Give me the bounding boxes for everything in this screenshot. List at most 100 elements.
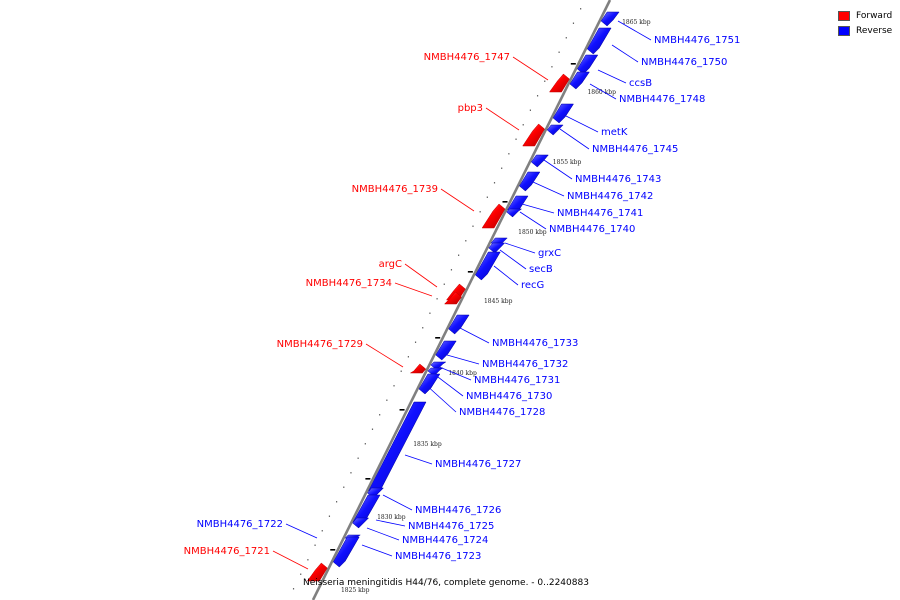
label-leader: [285, 523, 318, 539]
scale-dot: [436, 298, 438, 300]
gene-feature-forward[interactable]: [481, 203, 506, 229]
legend-forward-label: Forward: [856, 10, 893, 21]
label-leader: [485, 107, 520, 131]
scale-dot: [551, 66, 553, 68]
scale-dot: [472, 225, 474, 227]
gene-label[interactable]: NMBH4476_1732: [482, 359, 568, 370]
label-leader: [459, 327, 490, 344]
reverse-swatch: [838, 25, 850, 36]
gene-feature-reverse[interactable]: [332, 536, 360, 568]
gene-feature-reverse[interactable]: [352, 517, 370, 529]
gene-feature-reverse[interactable]: [546, 124, 564, 136]
scale-dot: [429, 312, 431, 314]
kbp-tick-label: 1850 kbp: [518, 229, 547, 236]
gene-feature-reverse[interactable]: [586, 27, 612, 55]
scale-dot: [465, 240, 467, 242]
label-leader: [272, 550, 309, 570]
scale-dot: [515, 138, 517, 140]
label-leader: [404, 263, 438, 288]
label-leader: [611, 44, 639, 63]
gene-feature-reverse[interactable]: [577, 54, 599, 75]
gene-feature-forward[interactable]: [306, 562, 328, 582]
label-leader: [559, 128, 590, 150]
gene-label[interactable]: metK: [601, 127, 628, 138]
gene-label[interactable]: pbp3: [458, 103, 483, 114]
gene-label[interactable]: secB: [529, 264, 553, 275]
scale-dot: [580, 8, 582, 10]
scale-dot: [558, 51, 560, 53]
gene-label[interactable]: ccsB: [629, 78, 652, 89]
gene-feature-reverse[interactable]: [418, 373, 441, 395]
label-leader: [366, 527, 400, 541]
scale-dot: [479, 211, 481, 213]
gene-label[interactable]: NMBH4476_1723: [395, 551, 481, 562]
kbp-mark: [467, 271, 473, 273]
gene-feature-forward[interactable]: [443, 291, 462, 305]
scale-dot: [350, 472, 352, 474]
gene-feature-reverse[interactable]: [552, 103, 574, 124]
gene-feature-forward[interactable]: [409, 363, 427, 374]
gene-label[interactable]: NMBH4476_1733: [492, 338, 578, 349]
gene-label[interactable]: NMBH4476_1728: [459, 407, 545, 418]
gene-label[interactable]: NMBH4476_1726: [415, 505, 501, 516]
gene-label[interactable]: NMBH4476_1740: [549, 224, 635, 235]
scale-dot: [486, 196, 488, 198]
gene-label[interactable]: NMBH4476_1722: [197, 519, 283, 530]
gene-feature-reverse[interactable]: [530, 154, 549, 168]
gene-labels: NMBH4476_1751 NMBH4476_1750 NMBH4476_1747c…: [184, 35, 741, 562]
scale-dot: [314, 544, 316, 546]
gene-label[interactable]: NMBH4476_1745: [592, 144, 678, 155]
gene-feature-reverse[interactable]: [569, 71, 590, 90]
label-leader: [521, 203, 555, 214]
label-leader: [512, 56, 549, 81]
gene-label[interactable]: NMBH4476_1734: [306, 278, 392, 289]
gene-feature-reverse[interactable]: [600, 11, 620, 27]
label-leader: [382, 494, 413, 511]
kbp-tick-label: 1840 kbp: [448, 370, 477, 377]
label-leader: [597, 69, 627, 84]
gene-feature-reverse[interactable]: [488, 242, 506, 254]
gene-feature-reverse[interactable]: [435, 340, 457, 361]
gene-label[interactable]: NMBH4476_1751: [654, 35, 740, 46]
gene-label[interactable]: NMBH4476_1724: [402, 535, 488, 546]
gene-label[interactable]: NMBH4476_1727: [435, 459, 521, 470]
kbp-mark: [502, 201, 508, 203]
scale-dot: [522, 124, 524, 126]
gene-label[interactable]: NMBH4476_1731: [474, 375, 560, 386]
gene-label[interactable]: NMBH4476_1742: [567, 191, 653, 202]
gene-label[interactable]: NMBH4476_1730: [466, 391, 552, 402]
gene-label[interactable]: NMBH4476_1739: [352, 184, 438, 195]
gene-feature-reverse[interactable]: [475, 251, 501, 281]
gene-label[interactable]: NMBH4476_1743: [575, 174, 661, 185]
gene-label[interactable]: NMBH4476_1748: [619, 94, 705, 105]
gene-label[interactable]: argC: [379, 259, 402, 270]
scale-dot: [364, 443, 366, 445]
forward-swatch: [838, 10, 850, 21]
scale-dots: [292, 8, 582, 590]
kbp-tick-label: 1855 kbp: [553, 159, 582, 166]
label-leader: [361, 544, 393, 557]
gene-label[interactable]: NMBH4476_1750: [641, 57, 727, 68]
gene-label[interactable]: NMBH4476_1721: [184, 546, 270, 557]
gene-feature-reverse[interactable]: [448, 314, 470, 335]
scale-dot: [343, 486, 345, 488]
kbp-tick-label: 1860 kbp: [587, 89, 616, 96]
gene-label[interactable]: NMBH4476_1729: [277, 339, 363, 350]
scale-dot: [393, 385, 395, 387]
gene-label[interactable]: grxC: [538, 248, 561, 259]
gene-feature-reverse[interactable]: [368, 401, 427, 497]
label-leader: [543, 159, 573, 180]
gene-feature-forward[interactable]: [549, 73, 570, 93]
gene-label[interactable]: recG: [521, 280, 544, 291]
gene-label[interactable]: NMBH4476_1725: [408, 521, 494, 532]
gene-feature-forward[interactable]: [522, 123, 545, 147]
scale-dot: [572, 22, 575, 24]
scale-dot: [544, 80, 546, 82]
gene-label[interactable]: NMBH4476_1741: [557, 208, 643, 219]
gene-label[interactable]: NMBH4476_1747: [424, 52, 510, 63]
label-leader: [532, 181, 565, 197]
gene-feature-reverse[interactable]: [519, 171, 541, 192]
scale-dot: [536, 95, 539, 97]
gene-feature-reverse[interactable]: [506, 208, 523, 218]
